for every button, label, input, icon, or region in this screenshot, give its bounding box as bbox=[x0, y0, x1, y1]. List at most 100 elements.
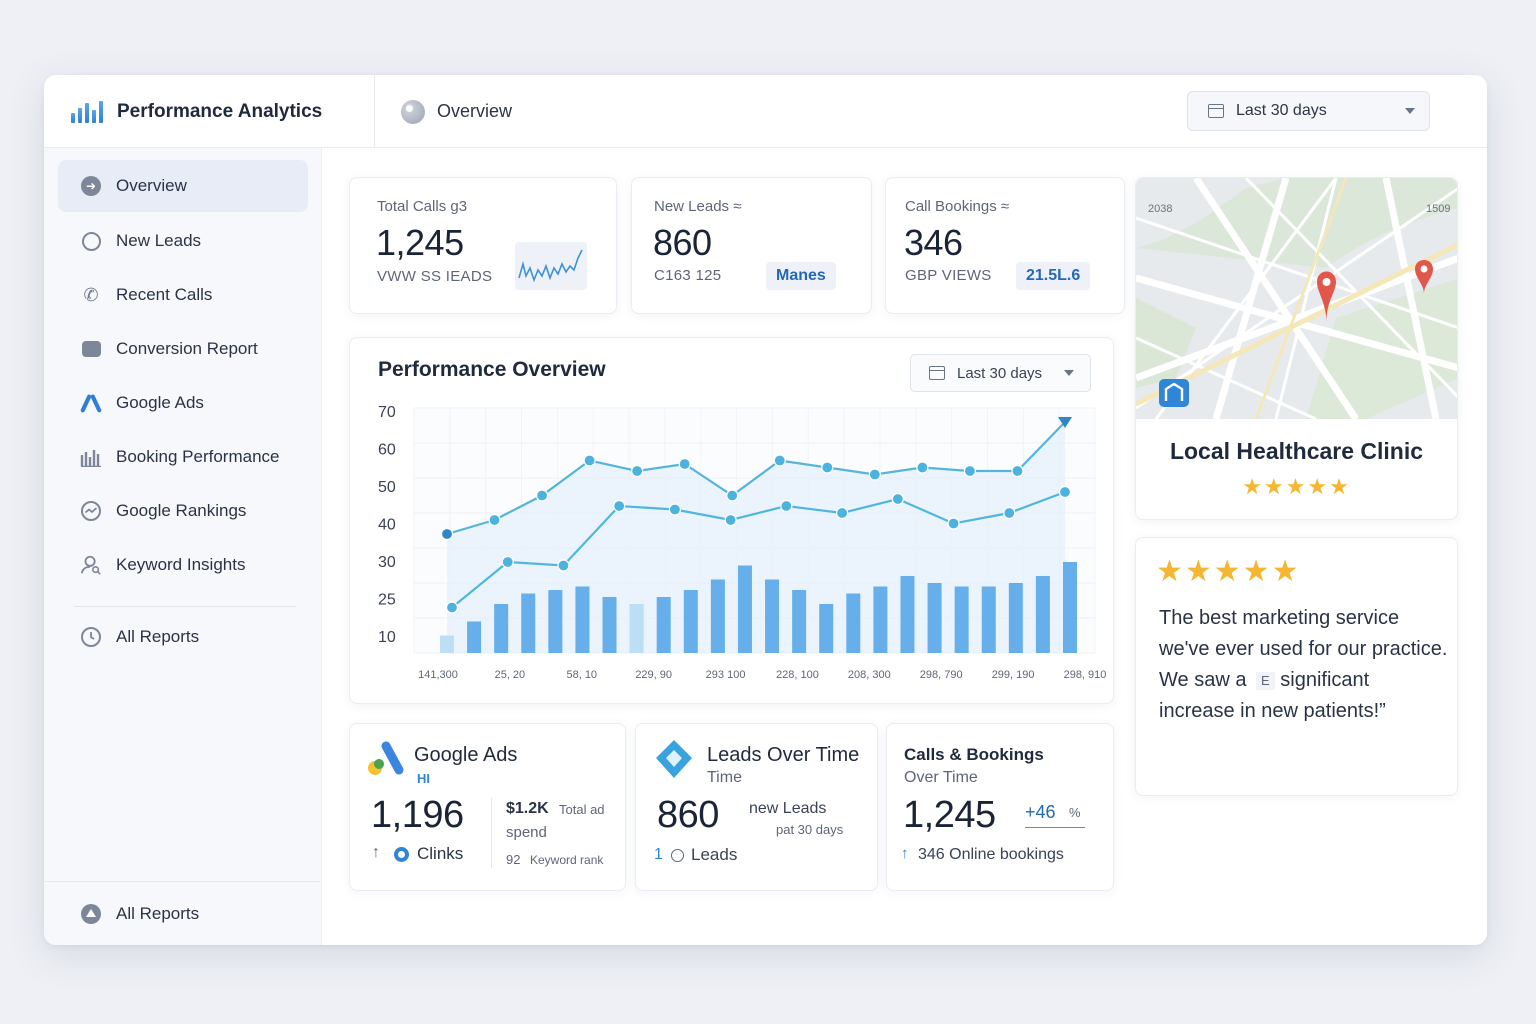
sidebar-item-label: Google Rankings bbox=[116, 501, 247, 520]
sidebar-item-recent-calls[interactable]: ✆ Recent Calls bbox=[58, 269, 308, 321]
x-tick-label: 293 100 bbox=[706, 669, 746, 681]
bookings-text: 346 Online bookings bbox=[918, 846, 1064, 863]
calendar-icon bbox=[1208, 104, 1224, 118]
date-range-label: Last 30 days bbox=[1236, 102, 1327, 119]
chart-title: Performance Overview bbox=[378, 358, 606, 381]
series-point bbox=[821, 461, 834, 474]
series-point bbox=[445, 601, 459, 614]
chart-date-range-dropdown[interactable]: Last 30 days bbox=[910, 354, 1091, 392]
sidebar-item-all-reports[interactable]: All Reports bbox=[58, 611, 308, 663]
sidebar-item-label: New Leads bbox=[116, 231, 202, 250]
kpi-card-total-calls[interactable]: Total Calls g3 1,245 VWW SS IEADS bbox=[349, 177, 617, 314]
clinic-card[interactable]: 2038 1509 Local Healthcare Clinic ★★★★★ bbox=[1135, 177, 1458, 520]
building-icon bbox=[1159, 379, 1189, 407]
google-ads-icon bbox=[80, 392, 102, 414]
card-subtitle: Over Time bbox=[904, 769, 978, 786]
brand[interactable]: Performance Analytics bbox=[44, 75, 375, 148]
sidebar-item-conversion-report[interactable]: Conversion Report bbox=[58, 323, 308, 375]
leads-over-time-card[interactable]: Leads Over Time Time 860 new Leads pat 3… bbox=[635, 723, 878, 891]
sidebar-item-google-rankings[interactable]: Google Rankings bbox=[58, 485, 308, 537]
kpi-card-call-bookings[interactable]: Call Bookings ≈ 346 GBP VIEWS 21.5L.6 bbox=[885, 177, 1125, 314]
map-pin-icon[interactable] bbox=[1415, 260, 1433, 294]
kpi-value: 346 bbox=[904, 222, 963, 263]
y-tick-label: 40 bbox=[378, 517, 396, 534]
kpi-card-new-leads[interactable]: New Leads ≈ 860 C163 125 Manes bbox=[631, 177, 872, 314]
clicks-value: 1,196 bbox=[371, 794, 464, 836]
sidebar-item-label: Recent Calls bbox=[116, 285, 213, 304]
sidebar: ➜ Overview New Leads ✆ Recent Calls Conv… bbox=[44, 148, 322, 945]
chart-bar bbox=[927, 583, 942, 653]
y-tick-label: 25 bbox=[378, 592, 396, 609]
series-point bbox=[501, 555, 514, 569]
calendar-icon bbox=[929, 366, 945, 380]
kpi-sub: VWW SS IEADS bbox=[377, 268, 493, 285]
x-tick-label: 228, 100 bbox=[776, 669, 819, 681]
card-tag: HI bbox=[417, 771, 430, 786]
keyword-value: 92 bbox=[506, 852, 521, 867]
kpi-value: 1,245 bbox=[376, 222, 464, 263]
review-flag: E bbox=[1256, 671, 1275, 690]
calls-value: 1,245 bbox=[903, 794, 996, 836]
map-label: 1509 bbox=[1426, 203, 1450, 215]
delta-underline bbox=[1025, 827, 1085, 828]
sidebar-item-booking-performance[interactable]: Booking Performance bbox=[58, 431, 308, 483]
series-point bbox=[583, 454, 596, 467]
review-text-main: The best marketing service we've ever us… bbox=[1159, 607, 1448, 691]
series-point bbox=[963, 464, 977, 478]
y-tick-label: 10 bbox=[378, 629, 396, 646]
series-point bbox=[724, 513, 737, 527]
series-line bbox=[451, 490, 1066, 609]
series-point bbox=[773, 454, 786, 467]
chart-bar bbox=[602, 597, 617, 653]
chart-bar bbox=[981, 586, 996, 653]
series-point bbox=[1058, 485, 1072, 499]
series-point bbox=[891, 492, 904, 506]
sidebar-item-google-ads[interactable]: Google Ads bbox=[58, 377, 308, 429]
chart-bar bbox=[737, 565, 752, 653]
sidebar-item-label: Conversion Report bbox=[116, 339, 258, 358]
leads-logo-icon bbox=[656, 740, 692, 778]
x-tick-label: 208, 300 bbox=[848, 669, 891, 681]
leads-period: pat 30 days bbox=[776, 822, 844, 837]
calls-bookings-card[interactable]: Calls & Bookings Over Time 1,245 +46 % ↑… bbox=[886, 723, 1114, 891]
date-range-dropdown[interactable]: Last 30 days bbox=[1187, 91, 1430, 131]
clinic-rating-stars-icon: ★★★★★ bbox=[1242, 474, 1351, 499]
sidebar-footer-all-reports[interactable]: All Reports bbox=[58, 888, 308, 940]
y-tick-label: 50 bbox=[378, 479, 396, 496]
card-title: Google Ads bbox=[414, 744, 518, 766]
x-tick-label: 298, 910 bbox=[1064, 669, 1107, 681]
y-tick-label: 30 bbox=[378, 554, 396, 571]
sidebar-item-label: Overview bbox=[116, 176, 187, 195]
review-text-end: significant increase in new patients!” bbox=[1159, 669, 1386, 722]
chart-range-label: Last 30 days bbox=[957, 364, 1043, 382]
map[interactable]: 2038 1509 bbox=[1136, 178, 1457, 419]
kpi-sub: C163 125 bbox=[654, 267, 722, 284]
top-bar: Performance Analytics Overview Last 30 d… bbox=[44, 75, 1487, 148]
inbox-icon bbox=[80, 338, 102, 360]
chart-bar bbox=[494, 604, 509, 653]
review-stars-icon: ★★★★★ bbox=[1156, 555, 1301, 588]
series-point bbox=[488, 513, 501, 527]
chart-bar bbox=[954, 586, 969, 653]
sidebar-item-new-leads[interactable]: New Leads bbox=[58, 215, 308, 267]
google-ads-logo-icon bbox=[368, 741, 404, 775]
keyword-label: Keyword rank bbox=[530, 853, 604, 867]
sidebar-item-keyword-insights[interactable]: Keyword Insights bbox=[58, 539, 308, 591]
kpi-pill: Manes bbox=[766, 262, 836, 290]
chart-bar bbox=[467, 621, 482, 653]
chat-icon bbox=[80, 230, 102, 252]
circle-icon bbox=[671, 849, 684, 862]
chart-bar bbox=[575, 586, 590, 653]
chart-bar bbox=[1008, 583, 1023, 653]
chart-bar bbox=[819, 604, 834, 653]
chart-bar bbox=[683, 590, 698, 653]
series-point bbox=[726, 489, 739, 502]
sidebar-item-overview[interactable]: ➜ Overview bbox=[58, 160, 308, 212]
clinic-name: Local Healthcare Clinic bbox=[1169, 438, 1424, 464]
map-label: 2038 bbox=[1148, 203, 1172, 215]
spend-value: $1.2K bbox=[506, 800, 549, 817]
series-point bbox=[440, 527, 454, 541]
google-ads-card[interactable]: Google Ads HI 1,196 $1.2K Total ad spend… bbox=[349, 723, 626, 891]
map-pin-icon[interactable] bbox=[1317, 271, 1336, 323]
kpi-label: New Leads ≈ bbox=[654, 198, 742, 215]
